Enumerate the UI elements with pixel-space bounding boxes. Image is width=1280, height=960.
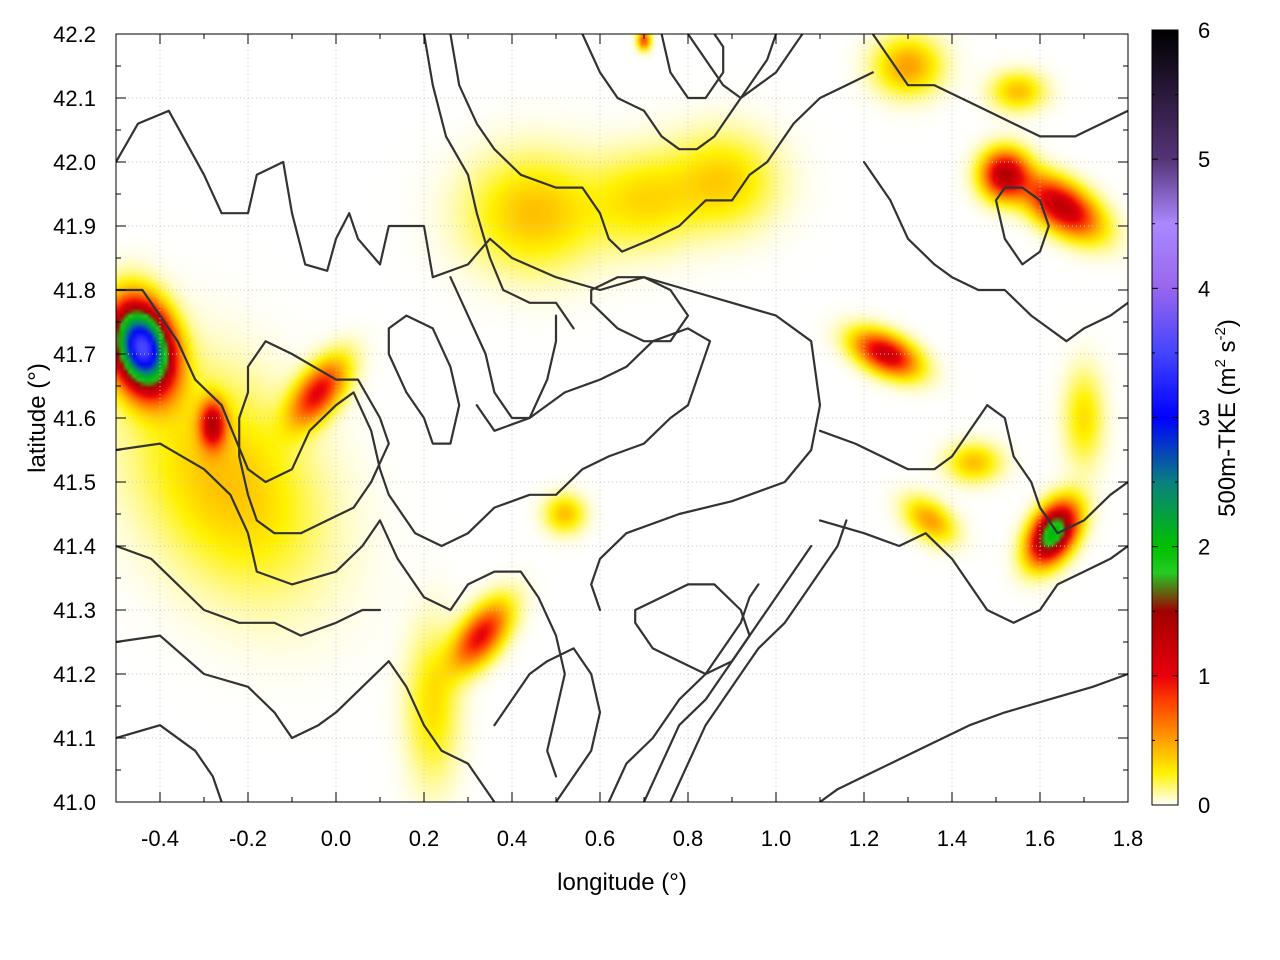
colorbar-tick-label: 0 xyxy=(1198,793,1210,818)
contour-line xyxy=(238,340,390,535)
colorbar-tick-label: 4 xyxy=(1198,276,1210,301)
colorbar-tick-label: 2 xyxy=(1198,535,1210,560)
colorbar-label: 500m-TKE (m2 s-2) xyxy=(1212,319,1241,517)
x-tick-label: 0.4 xyxy=(497,826,528,851)
colorbar-label-sup2: -2 xyxy=(1212,327,1229,340)
x-tick-label: 0.8 xyxy=(673,826,704,851)
contour-line xyxy=(862,160,1128,343)
y-tick-label: 41.3 xyxy=(53,598,96,623)
contour-line xyxy=(116,544,382,637)
x-axis-tick-labels: -0.4 -0.2 0.0 0.2 0.4 0.6 0.8 1.0 1.2 1.4 1.6 1.8 xyxy=(141,826,1143,851)
y-tick-label: 41.6 xyxy=(53,406,96,431)
colorbar-label-mid: s xyxy=(1214,340,1241,359)
x-tick-label: 1.8 xyxy=(1113,826,1144,851)
contour-line xyxy=(660,34,725,100)
x-tick-label: 1.6 xyxy=(1025,826,1056,851)
x-tick-label: -0.4 xyxy=(141,826,179,851)
colorbar-tick-label: 3 xyxy=(1198,406,1210,431)
x-axis-label: longitude (°) xyxy=(557,869,687,896)
colorbar-label-end: ) xyxy=(1214,319,1241,327)
contour-line xyxy=(818,404,1128,535)
contour-line xyxy=(387,314,461,445)
x-tick-label: 1.0 xyxy=(761,826,792,851)
contour-line xyxy=(422,34,575,330)
contour-line xyxy=(116,109,822,612)
contour-line xyxy=(994,186,1050,266)
colorbar-label-sup1: 2 xyxy=(1212,359,1229,367)
x-tick-label: 0.2 xyxy=(409,826,440,851)
colorbar-tick-labels: 0 1 2 3 4 5 6 xyxy=(1198,18,1210,818)
colorbar-label-base: 500m-TKE (m xyxy=(1214,368,1241,517)
contour-line xyxy=(669,519,848,802)
y-tick-label: 41.4 xyxy=(53,534,96,559)
x-tick-label: 0.6 xyxy=(585,826,616,851)
colorbar-tick-label: 5 xyxy=(1198,147,1210,172)
x-tick-label: 1.2 xyxy=(849,826,880,851)
y-tick-label: 41.1 xyxy=(53,726,96,751)
y-tick-label: 41.9 xyxy=(53,214,96,239)
terrain-contour-lines xyxy=(116,34,1128,802)
y-tick-label: 42.0 xyxy=(53,150,96,175)
contour-line xyxy=(818,672,1128,802)
y-tick-label: 41.5 xyxy=(53,470,96,495)
colorbar-tick-label: 6 xyxy=(1198,18,1210,43)
contour-line xyxy=(871,34,1128,138)
contour-line xyxy=(686,34,804,100)
contour-line xyxy=(818,519,1128,624)
colorbar-ticks xyxy=(1152,29,1178,806)
y-tick-label: 42.1 xyxy=(53,86,96,111)
x-tick-label: 1.4 xyxy=(937,826,968,851)
contour-line xyxy=(449,276,558,420)
y-tick-label: 42.2 xyxy=(53,22,96,47)
contour-line xyxy=(590,276,690,343)
y-tick-label: 41.0 xyxy=(53,790,96,815)
contour-line xyxy=(581,34,778,151)
y-tick-label: 41.8 xyxy=(53,278,96,303)
y-axis-tick-labels: 41.0 41.1 41.2 41.3 41.4 41.5 41.6 41.7 41.8 41.9… xyxy=(53,22,96,815)
contour-line xyxy=(493,647,602,802)
y-tick-label: 41.2 xyxy=(53,662,96,687)
contour-line xyxy=(116,288,712,548)
axis-ticks xyxy=(115,33,1129,803)
y-axis-label: latitude (°) xyxy=(24,363,51,473)
colorbar-tick-label: 1 xyxy=(1198,664,1210,689)
grid-lines xyxy=(116,34,1128,802)
contour-line xyxy=(116,634,496,802)
y-tick-label: 41.7 xyxy=(53,342,96,367)
contour-line xyxy=(634,583,751,676)
x-tick-label: 0.0 xyxy=(321,826,352,851)
contour-line xyxy=(449,34,874,253)
x-tick-label: -0.2 xyxy=(229,826,267,851)
contour-line xyxy=(116,724,223,802)
